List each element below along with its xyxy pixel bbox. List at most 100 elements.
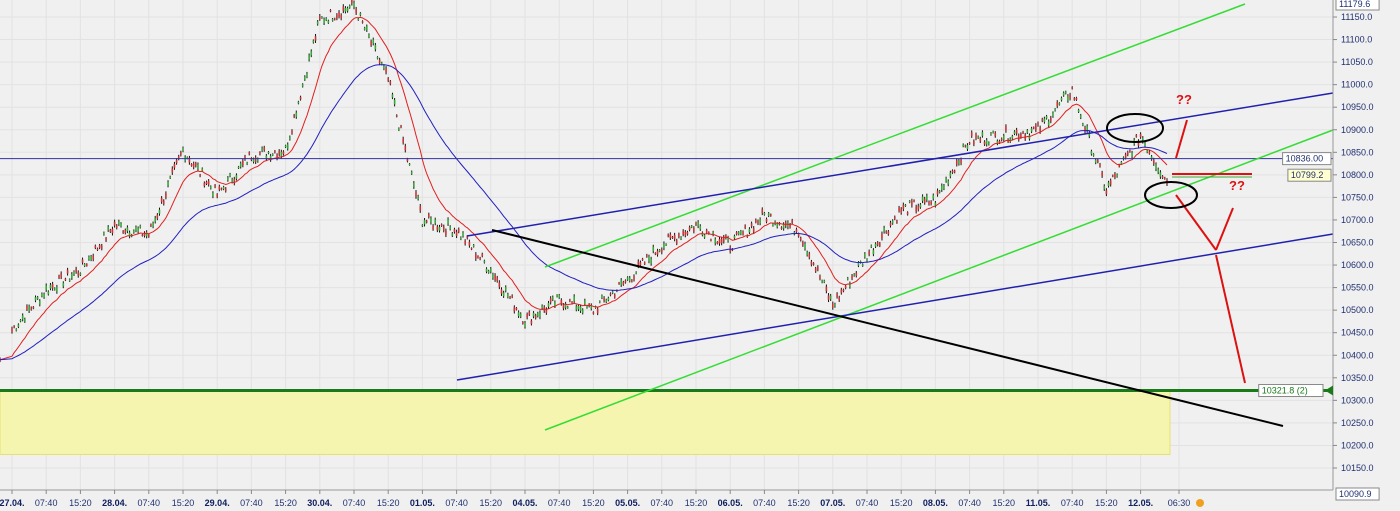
last-price-label: 10799.2	[1287, 168, 1332, 182]
candle-body	[485, 268, 488, 272]
candle-body	[599, 301, 601, 303]
candle-body	[372, 39, 375, 44]
candle-body	[541, 305, 543, 309]
candle-body	[449, 226, 451, 230]
candle-body	[492, 274, 494, 279]
candle-body	[1015, 129, 1018, 134]
candle-body	[917, 205, 920, 210]
candle-body	[656, 250, 659, 255]
candle-body	[457, 228, 460, 232]
candle-body	[483, 260, 486, 263]
y-tick-label: 10150.0	[1341, 463, 1374, 473]
candle-body	[500, 289, 503, 294]
candle-body	[58, 275, 60, 278]
candle-body	[1082, 123, 1084, 126]
candle-body	[340, 15, 342, 19]
candle-body	[919, 204, 922, 208]
candle-body	[996, 140, 999, 144]
candle-body	[573, 296, 575, 301]
candle-body	[618, 282, 620, 285]
candle-body	[1126, 152, 1129, 155]
candle-body	[569, 299, 571, 302]
y-tick-label: 11100.0	[1341, 35, 1372, 45]
last-price-label-text: 10799.2	[1291, 170, 1324, 180]
candle-body	[248, 152, 251, 155]
candle-body	[547, 302, 550, 307]
candle-body	[994, 132, 997, 137]
candle-body	[351, 0, 353, 4]
candle-body	[1116, 174, 1118, 177]
x-tick-label: 07:40	[856, 498, 879, 508]
candle-body	[479, 257, 481, 260]
candle-body	[445, 230, 447, 235]
candle-body	[453, 229, 456, 233]
candle-body	[509, 296, 511, 299]
candle-body	[853, 274, 855, 276]
candle-body	[306, 73, 308, 77]
candle-body	[128, 232, 131, 237]
candle-body	[261, 147, 263, 151]
candle-body	[1067, 96, 1069, 101]
candle-body	[280, 151, 283, 157]
candle-body	[387, 78, 389, 81]
candle-body	[434, 219, 437, 224]
candle-body	[244, 156, 246, 160]
x-tick-label: 28.04.	[102, 498, 127, 508]
candle-body	[297, 101, 300, 104]
candle-body	[1094, 159, 1097, 163]
candle-body	[90, 256, 92, 260]
candle-body	[71, 274, 73, 278]
candle-body	[205, 181, 208, 184]
ellipse-top	[1106, 113, 1164, 143]
candle-body	[278, 150, 280, 155]
candle-body	[207, 180, 210, 185]
candle-body	[103, 232, 105, 235]
candle-body	[592, 312, 595, 314]
candle-body	[408, 163, 411, 166]
candle-body	[395, 115, 398, 117]
candle-body	[342, 6, 345, 11]
y-tick-label: 10400.0	[1341, 350, 1374, 360]
candle-body	[551, 296, 554, 300]
candle-body	[716, 241, 719, 244]
candle-body	[154, 217, 157, 222]
candle-body	[663, 243, 665, 249]
candle-body	[528, 311, 531, 315]
candle-body	[697, 222, 699, 227]
candle-body	[231, 179, 233, 182]
candle-body	[295, 112, 298, 117]
candle-body	[466, 236, 469, 239]
candle-body	[421, 224, 424, 227]
candle-body	[321, 16, 323, 19]
candle-body	[1071, 87, 1073, 89]
candle-body	[1150, 156, 1153, 160]
candle-body	[139, 225, 142, 228]
candle-body	[979, 138, 982, 142]
candle-body	[806, 252, 808, 256]
candle-body	[1161, 176, 1164, 179]
candle-body	[1017, 135, 1020, 140]
candle-body	[554, 302, 556, 307]
candle-body	[688, 226, 691, 230]
candle-body	[188, 158, 191, 163]
candle-body	[1131, 152, 1133, 157]
candle-body	[990, 132, 992, 135]
candle-body	[423, 220, 426, 225]
candle-body	[203, 182, 206, 186]
candle-body	[301, 84, 304, 87]
candle-body	[1013, 131, 1016, 134]
candle-body	[524, 322, 526, 327]
x-axis[interactable]: 27.04. 07:40 15:20 28.04. 07:40 15:20 29.04. 07…	[0, 490, 1204, 508]
y-axis[interactable]: 10150.0 10200.0 10250.0 10300.0 10350.0 10400…	[1258, 0, 1380, 501]
candle-body	[143, 232, 146, 236]
candle-body	[246, 162, 248, 165]
candle-body	[271, 153, 274, 156]
candle-body	[635, 272, 637, 274]
candle-body	[158, 209, 161, 214]
candle-body	[881, 233, 883, 239]
candle-body	[680, 237, 682, 240]
candle-body	[584, 300, 586, 305]
y-tick-label: 10900.0	[1341, 125, 1374, 135]
candle-body	[175, 159, 178, 164]
